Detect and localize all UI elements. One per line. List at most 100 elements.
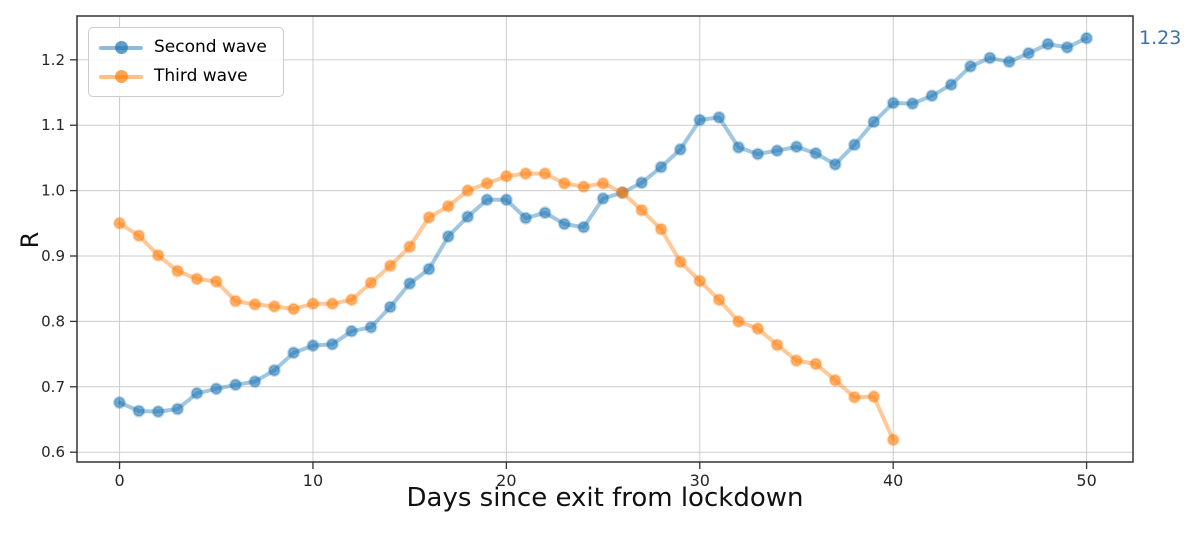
data-point-third-wave bbox=[422, 210, 436, 224]
y-tick-label: 0.9 bbox=[41, 247, 65, 265]
final-value-annotation: 1.23 bbox=[1139, 27, 1182, 49]
data-point-third-wave bbox=[306, 297, 320, 311]
data-point-second-wave bbox=[132, 404, 146, 418]
data-point-second-wave bbox=[790, 140, 804, 154]
data-point-third-wave bbox=[557, 176, 571, 190]
data-point-second-wave bbox=[983, 51, 997, 65]
x-tick-label: 40 bbox=[883, 471, 903, 490]
x-tick-label: 0 bbox=[114, 471, 124, 490]
data-point-second-wave bbox=[287, 346, 301, 360]
data-point-third-wave bbox=[248, 297, 262, 311]
legend-item-third-wave: Third wave bbox=[99, 64, 267, 89]
legend-label-second-wave: Second wave bbox=[154, 37, 267, 57]
data-point-second-wave bbox=[848, 138, 862, 152]
data-point-third-wave bbox=[615, 186, 629, 200]
data-point-third-wave bbox=[132, 229, 146, 243]
legend-item-second-wave: Second wave bbox=[99, 35, 267, 60]
y-tick-label: 1.2 bbox=[41, 51, 65, 69]
data-point-second-wave bbox=[557, 217, 571, 231]
data-point-second-wave bbox=[1022, 46, 1036, 60]
data-point-third-wave bbox=[538, 167, 552, 181]
legend-marker-second-wave-icon bbox=[99, 40, 143, 55]
data-point-second-wave bbox=[364, 320, 378, 334]
data-point-second-wave bbox=[499, 193, 513, 207]
data-point-second-wave bbox=[538, 206, 552, 220]
data-point-third-wave bbox=[403, 240, 417, 254]
data-point-third-wave bbox=[654, 222, 668, 236]
plot-border bbox=[76, 15, 1134, 463]
data-point-second-wave bbox=[886, 96, 900, 110]
legend-marker-third-wave-icon bbox=[99, 69, 143, 84]
data-point-third-wave bbox=[519, 167, 533, 181]
x-tick-label: 50 bbox=[1076, 471, 1096, 490]
x-tick-label: 10 bbox=[303, 471, 323, 490]
data-point-second-wave bbox=[422, 262, 436, 276]
data-point-second-wave bbox=[229, 378, 243, 392]
y-tick-label: 0.8 bbox=[41, 312, 65, 330]
data-point-third-wave bbox=[577, 180, 591, 194]
data-point-second-wave bbox=[190, 386, 204, 400]
data-point-second-wave bbox=[267, 363, 281, 377]
data-point-second-wave bbox=[906, 97, 920, 111]
x-tick-label: 30 bbox=[690, 471, 710, 490]
data-point-third-wave bbox=[229, 294, 243, 308]
data-point-third-wave bbox=[751, 322, 765, 336]
data-point-second-wave bbox=[577, 220, 591, 234]
data-point-third-wave bbox=[712, 293, 726, 307]
data-point-second-wave bbox=[693, 113, 707, 127]
legend: Second wave Third wave bbox=[88, 27, 284, 97]
legend-dot-sample bbox=[114, 40, 128, 54]
data-point-second-wave bbox=[345, 324, 359, 338]
data-point-second-wave bbox=[925, 89, 939, 103]
data-point-third-wave bbox=[480, 176, 494, 190]
data-point-third-wave bbox=[867, 390, 881, 404]
data-point-second-wave bbox=[751, 147, 765, 161]
y-tick-label: 0.6 bbox=[41, 443, 65, 461]
x-tick-label: 20 bbox=[496, 471, 516, 490]
data-point-second-wave bbox=[944, 78, 958, 92]
data-point-third-wave bbox=[383, 259, 397, 273]
data-point-second-wave bbox=[712, 110, 726, 124]
data-point-second-wave bbox=[867, 115, 881, 129]
data-point-second-wave bbox=[519, 211, 533, 225]
data-point-second-wave bbox=[383, 300, 397, 314]
data-point-third-wave bbox=[732, 314, 746, 328]
data-point-third-wave bbox=[848, 390, 862, 404]
data-point-second-wave bbox=[596, 191, 610, 205]
data-point-second-wave bbox=[112, 396, 126, 410]
legend-label-third-wave: Third wave bbox=[154, 66, 248, 86]
data-point-third-wave bbox=[499, 169, 513, 183]
data-point-second-wave bbox=[1080, 31, 1094, 45]
data-point-third-wave bbox=[364, 276, 378, 290]
data-point-second-wave bbox=[1002, 55, 1016, 69]
data-point-third-wave bbox=[209, 275, 223, 289]
data-point-second-wave bbox=[325, 337, 339, 351]
data-point-third-wave bbox=[635, 203, 649, 217]
data-point-third-wave bbox=[441, 199, 455, 213]
data-point-second-wave bbox=[635, 176, 649, 190]
data-point-second-wave bbox=[828, 157, 842, 171]
data-point-third-wave bbox=[345, 293, 359, 307]
data-point-third-wave bbox=[809, 357, 823, 371]
data-point-second-wave bbox=[770, 144, 784, 158]
data-point-second-wave bbox=[151, 405, 165, 419]
data-point-third-wave bbox=[267, 299, 281, 313]
data-point-second-wave bbox=[209, 382, 223, 396]
data-point-third-wave bbox=[287, 302, 301, 316]
data-point-second-wave bbox=[964, 59, 978, 73]
y-tick-label: 1.1 bbox=[41, 116, 65, 134]
data-point-second-wave bbox=[403, 277, 417, 291]
data-point-third-wave bbox=[790, 354, 804, 368]
data-point-second-wave bbox=[248, 375, 262, 389]
data-point-third-wave bbox=[596, 176, 610, 190]
y-tick-label: 1.0 bbox=[41, 182, 65, 200]
data-point-third-wave bbox=[886, 433, 900, 447]
data-point-second-wave bbox=[673, 142, 687, 156]
data-point-third-wave bbox=[461, 184, 475, 198]
data-point-second-wave bbox=[480, 193, 494, 207]
data-point-third-wave bbox=[151, 248, 165, 262]
data-point-third-wave bbox=[325, 297, 339, 311]
data-point-second-wave bbox=[441, 229, 455, 243]
